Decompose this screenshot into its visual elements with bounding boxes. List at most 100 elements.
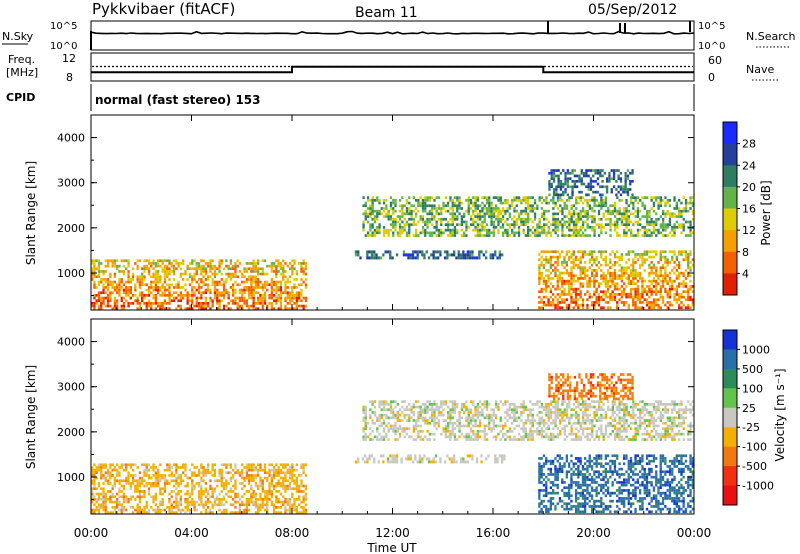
velocity-cell bbox=[522, 405, 525, 409]
velocity-cell bbox=[229, 463, 232, 467]
power-cell bbox=[668, 277, 672, 280]
velocity-cell bbox=[193, 466, 196, 469]
cpid-mode: normal (fast stereo) 153 bbox=[95, 93, 261, 107]
power-cell bbox=[565, 250, 568, 254]
velocity-cell bbox=[204, 511, 207, 514]
velocity-cell bbox=[200, 490, 203, 493]
power-cell bbox=[504, 228, 507, 232]
power-cell bbox=[581, 223, 585, 226]
power-cell bbox=[252, 262, 255, 265]
velocity-cell bbox=[495, 424, 498, 428]
power-cell bbox=[488, 234, 491, 237]
velocity-cell bbox=[122, 492, 126, 496]
power-cell bbox=[247, 278, 251, 281]
velocity-cell bbox=[364, 413, 367, 417]
power-cell bbox=[191, 275, 194, 279]
velocity-cell bbox=[186, 508, 189, 512]
power-cell bbox=[577, 231, 580, 235]
power-cell bbox=[643, 231, 646, 235]
power-cell bbox=[616, 250, 619, 254]
power-cell bbox=[419, 201, 422, 205]
power-cell bbox=[542, 277, 546, 280]
power-cell bbox=[252, 304, 255, 308]
velocity-cell bbox=[232, 490, 235, 493]
velocity-cell bbox=[513, 416, 516, 420]
velocity-cell bbox=[389, 427, 393, 430]
velocity-cell bbox=[302, 498, 305, 501]
power-cell bbox=[632, 266, 635, 270]
power-cell bbox=[152, 272, 155, 276]
power-cell bbox=[207, 278, 210, 281]
power-cell bbox=[584, 250, 587, 254]
power-cell bbox=[675, 220, 678, 224]
power-cell bbox=[202, 291, 205, 295]
power-cell bbox=[634, 306, 637, 310]
power-cell bbox=[678, 215, 681, 218]
power-cell bbox=[95, 299, 98, 303]
power-cell bbox=[586, 306, 589, 310]
velocity-cell bbox=[302, 471, 305, 475]
power-cell bbox=[263, 280, 267, 284]
velocity-cell bbox=[435, 403, 438, 406]
power-cell bbox=[684, 253, 688, 256]
velocity-cell bbox=[131, 468, 135, 472]
velocity-cell bbox=[159, 490, 162, 493]
velocity-cell bbox=[100, 468, 103, 472]
velocity-cell bbox=[458, 427, 461, 430]
velocity-cell bbox=[447, 416, 450, 420]
velocity-cell bbox=[380, 400, 383, 403]
power-cell bbox=[650, 282, 653, 286]
power-cell bbox=[125, 294, 128, 297]
power-cell bbox=[641, 301, 644, 304]
power-cell bbox=[218, 259, 221, 263]
power-cell bbox=[620, 279, 623, 283]
power-cell bbox=[691, 196, 694, 199]
power-cell bbox=[225, 304, 228, 308]
velocity-cell bbox=[476, 403, 479, 406]
power-cell bbox=[245, 267, 248, 271]
power-cell bbox=[561, 293, 564, 296]
velocity-cell bbox=[102, 506, 105, 509]
power-cell bbox=[522, 231, 525, 235]
power-cell bbox=[213, 272, 217, 276]
velocity-cell bbox=[435, 405, 438, 409]
power-cell bbox=[588, 258, 591, 262]
power-cell bbox=[168, 299, 171, 303]
power-cell bbox=[250, 304, 253, 308]
power-cell bbox=[474, 226, 477, 229]
power-cell bbox=[143, 296, 146, 300]
power-cell bbox=[655, 282, 658, 286]
power-cell bbox=[550, 171, 553, 175]
velocity-cell bbox=[209, 500, 212, 504]
power-cell bbox=[295, 286, 298, 289]
velocity-cell bbox=[236, 500, 239, 504]
power-cell bbox=[451, 220, 454, 224]
power-cell bbox=[453, 231, 457, 235]
power-cell bbox=[218, 304, 221, 308]
power-cell bbox=[147, 267, 151, 271]
power-cell bbox=[574, 301, 578, 304]
power-cell bbox=[593, 217, 596, 221]
power-cell bbox=[529, 196, 532, 199]
velocity-cell bbox=[134, 490, 137, 493]
velocity-cell bbox=[93, 508, 96, 512]
power-cell bbox=[111, 307, 114, 310]
power-cell bbox=[675, 215, 678, 218]
velocity-cell bbox=[175, 511, 178, 514]
power-cell bbox=[250, 280, 253, 284]
power-cell bbox=[389, 207, 393, 210]
power-cell bbox=[632, 204, 635, 208]
velocity-cell bbox=[300, 484, 303, 488]
power-cell bbox=[645, 258, 649, 262]
velocity-cell bbox=[220, 476, 223, 480]
power-cell bbox=[643, 287, 646, 291]
velocity-cell bbox=[417, 419, 420, 422]
power-cell bbox=[408, 228, 411, 232]
power-cell bbox=[460, 207, 463, 210]
power-cell bbox=[584, 266, 587, 270]
velocity-cell bbox=[109, 490, 112, 493]
velocity-cell bbox=[172, 463, 176, 467]
power-cell bbox=[398, 234, 402, 237]
velocity-cell bbox=[104, 500, 107, 504]
power-cell bbox=[364, 201, 367, 205]
